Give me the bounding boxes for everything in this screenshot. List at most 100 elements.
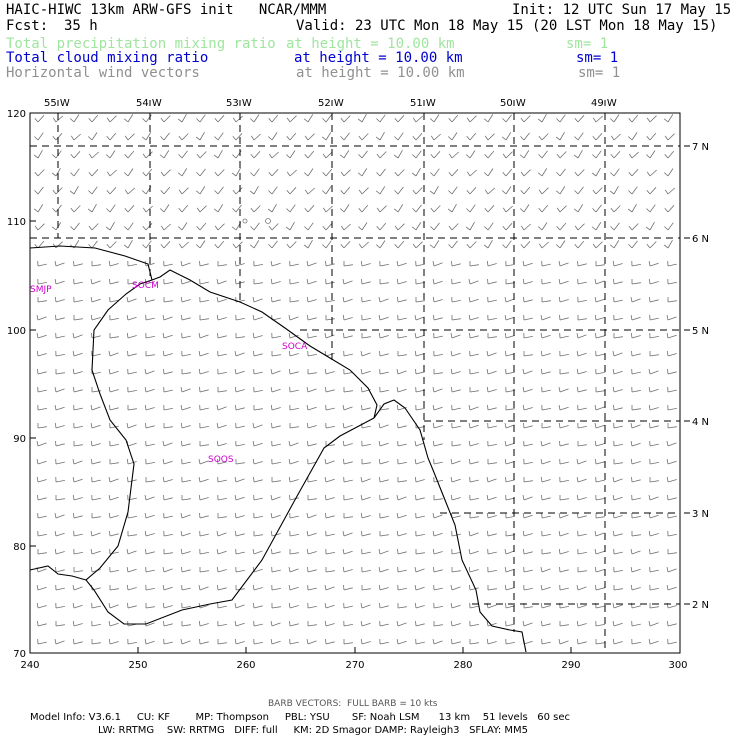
wind-barb-feather	[289, 368, 291, 375]
wind-barb-feather	[88, 136, 93, 141]
wind-barb	[649, 262, 659, 267]
wind-barb-feather	[540, 333, 543, 339]
wind-barb	[505, 298, 515, 303]
wind-barb	[433, 299, 443, 303]
wind-barb	[127, 282, 137, 285]
wind-barb	[145, 151, 153, 159]
wind-barb-feather	[250, 153, 255, 159]
wind-barb-feather	[72, 368, 75, 375]
wind-barb	[379, 205, 387, 213]
wind-barb-feather	[664, 226, 669, 231]
wind-barb-feather	[124, 226, 129, 231]
wind-barb	[181, 299, 191, 303]
wind-barb	[451, 114, 459, 123]
wind-barb	[217, 150, 223, 159]
wind-barb-feather	[72, 351, 75, 357]
wind-barb	[127, 264, 137, 267]
wind-barb	[469, 353, 479, 357]
wind-barb	[559, 587, 569, 591]
wind-barb	[379, 424, 389, 429]
wind-barb-feather	[142, 172, 147, 177]
wind-barb-feather	[648, 530, 651, 537]
wind-barb	[487, 444, 497, 447]
wind-barb	[523, 262, 533, 267]
wind-barb-feather	[411, 226, 417, 231]
wind-barb-feather	[88, 171, 93, 177]
wind-barb	[181, 150, 188, 159]
wind-barb-feather	[126, 332, 129, 339]
wind-barb	[379, 151, 387, 159]
wind-barb-feather	[52, 135, 57, 141]
wind-barb	[199, 515, 209, 519]
wind-barb-feather	[523, 296, 525, 303]
wind-barb	[181, 640, 191, 645]
wind-barb	[145, 262, 155, 267]
wind-barb	[631, 605, 641, 609]
wind-barb	[109, 150, 116, 159]
wind-barb	[415, 168, 421, 177]
wind-barb	[559, 640, 569, 645]
wind-barb	[253, 516, 263, 519]
wind-barb	[505, 282, 515, 285]
wind-barb	[595, 187, 603, 195]
wind-barb-feather	[52, 208, 57, 213]
wind-barb	[415, 460, 425, 465]
wind-barb-feather	[376, 226, 381, 231]
wind-barb-feather	[450, 477, 453, 483]
wind-barb	[199, 151, 207, 159]
wind-barb	[631, 298, 641, 303]
wind-barb-feather	[252, 584, 255, 591]
wind-barb-feather	[574, 225, 579, 231]
wind-barb-feather	[70, 226, 75, 231]
y-tick-70: 70	[13, 649, 26, 660]
wind-barb-feather	[196, 153, 201, 159]
x-tick-280: 280	[453, 660, 472, 671]
wind-barb	[523, 370, 533, 375]
wind-barb	[541, 623, 551, 627]
wind-barb-feather	[594, 297, 597, 303]
wind-barb-feather	[504, 441, 507, 447]
wind-barb	[37, 204, 44, 213]
wind-barb	[55, 388, 65, 393]
wind-barb	[541, 568, 551, 573]
wind-barb	[379, 568, 389, 573]
wind-barb	[235, 352, 245, 357]
wind-barb	[451, 552, 461, 555]
wind-barb-feather	[613, 530, 615, 537]
wind-barb-feather	[73, 260, 75, 267]
wind-barb-feather	[216, 405, 219, 411]
wind-barb	[343, 587, 353, 591]
wind-barb	[541, 204, 549, 213]
wind-barb-feather	[268, 244, 273, 249]
wind-barb-feather	[666, 459, 669, 465]
wind-barb	[433, 280, 443, 285]
wind-barb	[145, 317, 155, 321]
wind-barb-feather	[613, 278, 615, 285]
wind-barb	[235, 187, 243, 195]
wind-barb	[55, 461, 65, 465]
wind-barb	[415, 334, 425, 339]
wind-barb	[235, 533, 245, 537]
wind-barb-feather	[574, 117, 579, 123]
wind-barb	[469, 550, 479, 555]
wind-barb-feather	[234, 621, 237, 627]
wind-barb	[145, 462, 155, 465]
wind-barb	[469, 479, 479, 483]
wind-barb-feather	[216, 423, 219, 429]
wind-barb	[217, 298, 227, 303]
wind-barb	[343, 390, 353, 393]
wind-barb-feather	[594, 566, 597, 573]
wind-barb-feather	[163, 494, 165, 501]
wind-barb-feather	[54, 513, 57, 519]
wind-barb-feather	[484, 135, 489, 141]
wind-barb-feather	[540, 350, 543, 357]
wind-barb-feather	[577, 386, 579, 393]
wind-barb	[379, 335, 389, 339]
wind-barb	[487, 641, 497, 645]
wind-barb	[505, 353, 515, 357]
wind-barb	[379, 353, 389, 357]
wind-barb-feather	[324, 603, 327, 609]
wind-barb	[415, 371, 425, 375]
wind-barb-feather	[556, 244, 561, 249]
wind-barb-feather	[288, 602, 291, 609]
